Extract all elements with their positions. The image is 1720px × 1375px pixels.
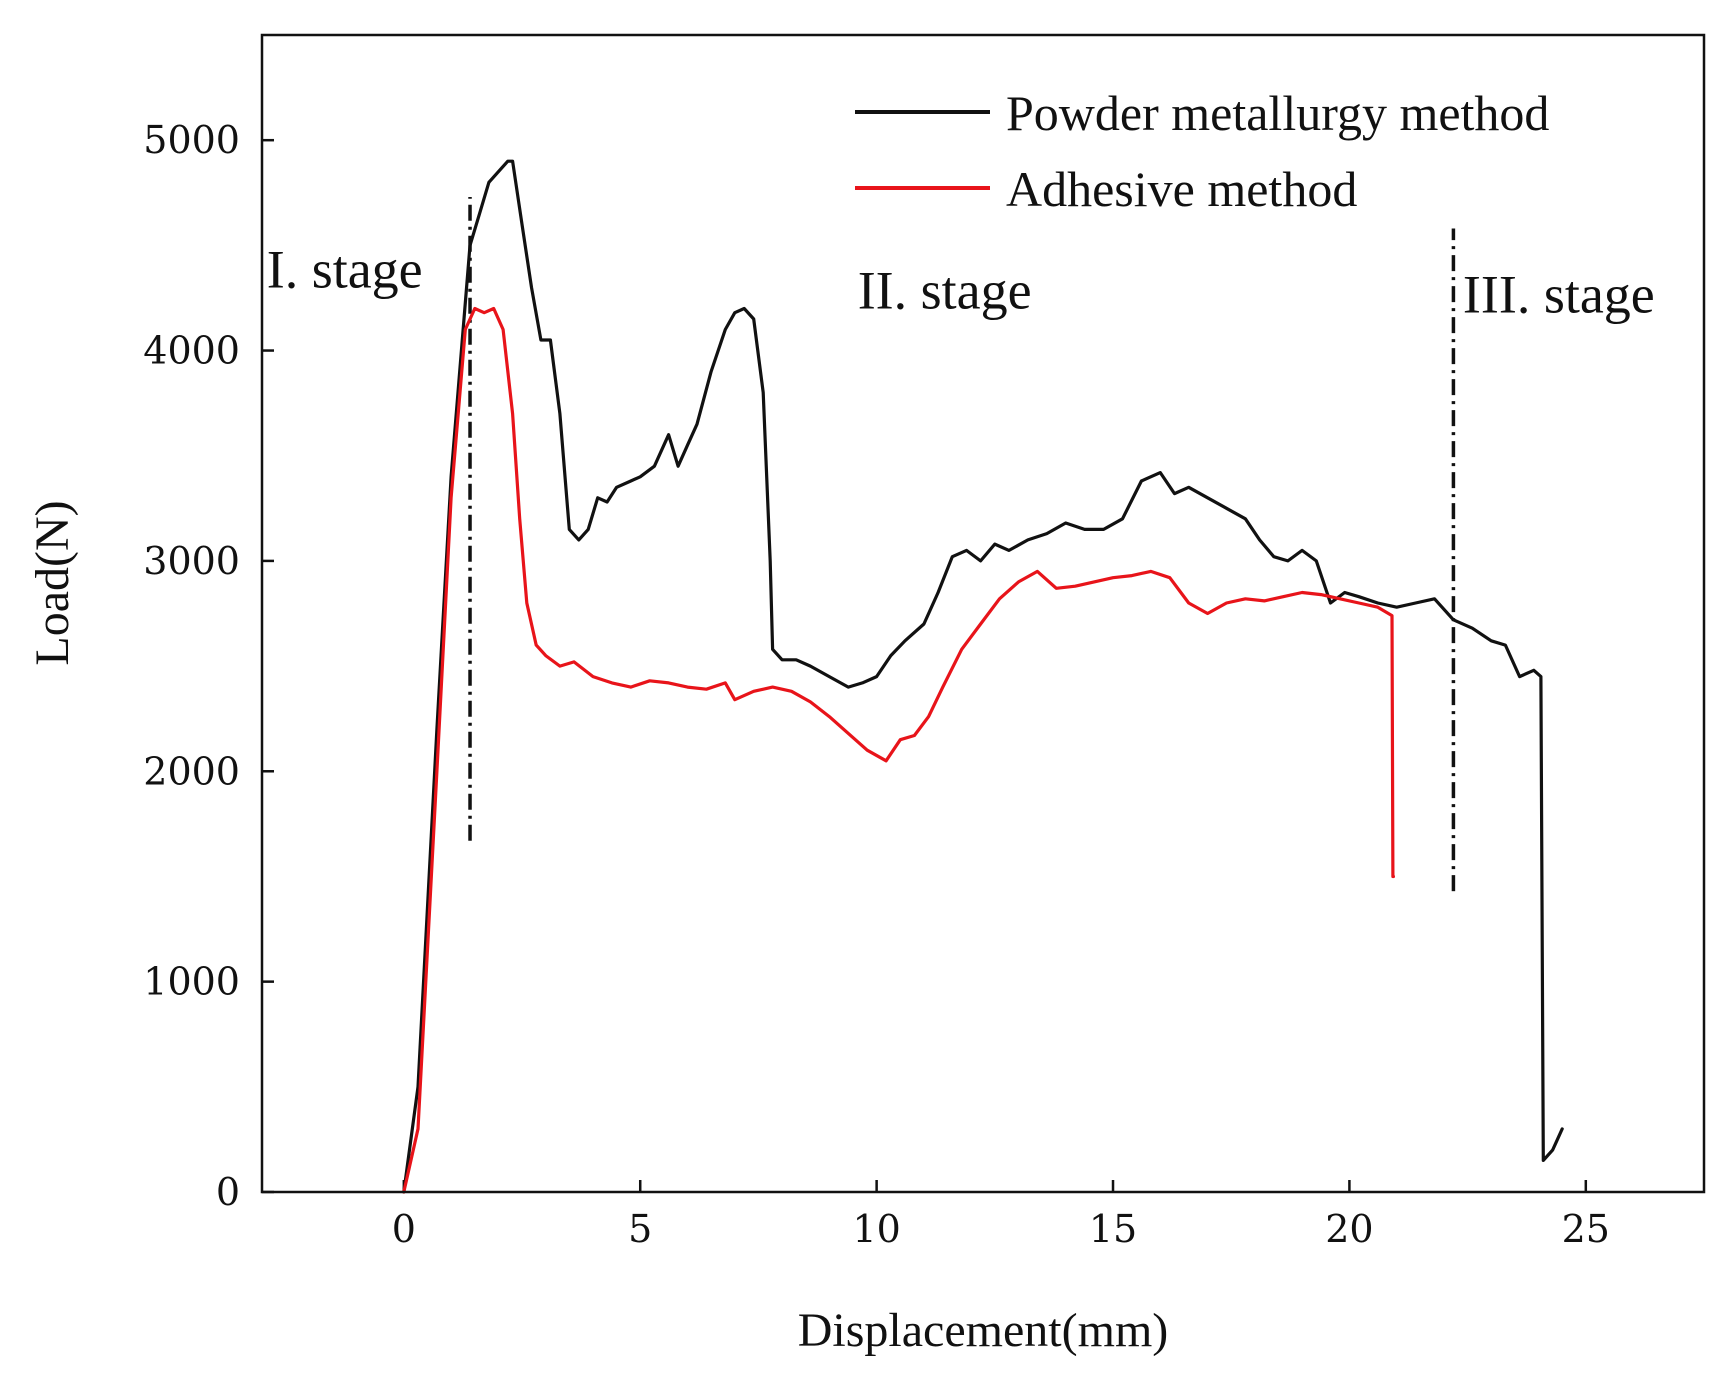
x-tick-label: 20 xyxy=(1325,1207,1373,1251)
stage-annotations: I. stage II. stage III. stage xyxy=(267,239,1655,324)
y-axis-title: Load(N) xyxy=(26,500,79,665)
x-tick-label: 10 xyxy=(852,1207,900,1251)
legend-label-adhesive: Adhesive method xyxy=(1006,161,1357,217)
y-tick-label: 0 xyxy=(216,1170,240,1214)
y-tick-label: 2000 xyxy=(143,749,240,793)
stage-label: III. stage xyxy=(1463,265,1655,325)
x-axis-ticks: 0 5 10 15 20 25 xyxy=(392,1180,1610,1251)
stage-boundary-lines xyxy=(468,196,1456,892)
x-tick-label: 15 xyxy=(1089,1207,1137,1251)
x-axis-title: Displacement(mm) xyxy=(798,1304,1169,1357)
y-axis-ticks: 0 1000 2000 3000 4000 5000 xyxy=(143,118,274,1214)
legend-label-powder-metallurgy: Powder metallurgy method xyxy=(1006,85,1549,141)
series-line-adhesive xyxy=(402,306,1396,1194)
series-lines xyxy=(402,159,1564,1194)
x-tick-label: 5 xyxy=(628,1207,652,1251)
y-tick-label: 3000 xyxy=(143,539,240,583)
y-tick-label: 5000 xyxy=(143,118,240,162)
plot-frame xyxy=(260,33,1706,1194)
stage-label: I. stage xyxy=(267,239,423,299)
series-line-powder-metallurgy xyxy=(402,159,1564,1194)
stage-label: II. stage xyxy=(858,260,1032,320)
y-tick-label: 4000 xyxy=(143,329,240,373)
y-tick-label: 1000 xyxy=(143,960,240,1004)
x-tick-label: 0 xyxy=(392,1207,416,1251)
legend: Powder metallurgy method Adhesive method xyxy=(855,85,1549,217)
x-tick-label: 25 xyxy=(1562,1207,1610,1251)
